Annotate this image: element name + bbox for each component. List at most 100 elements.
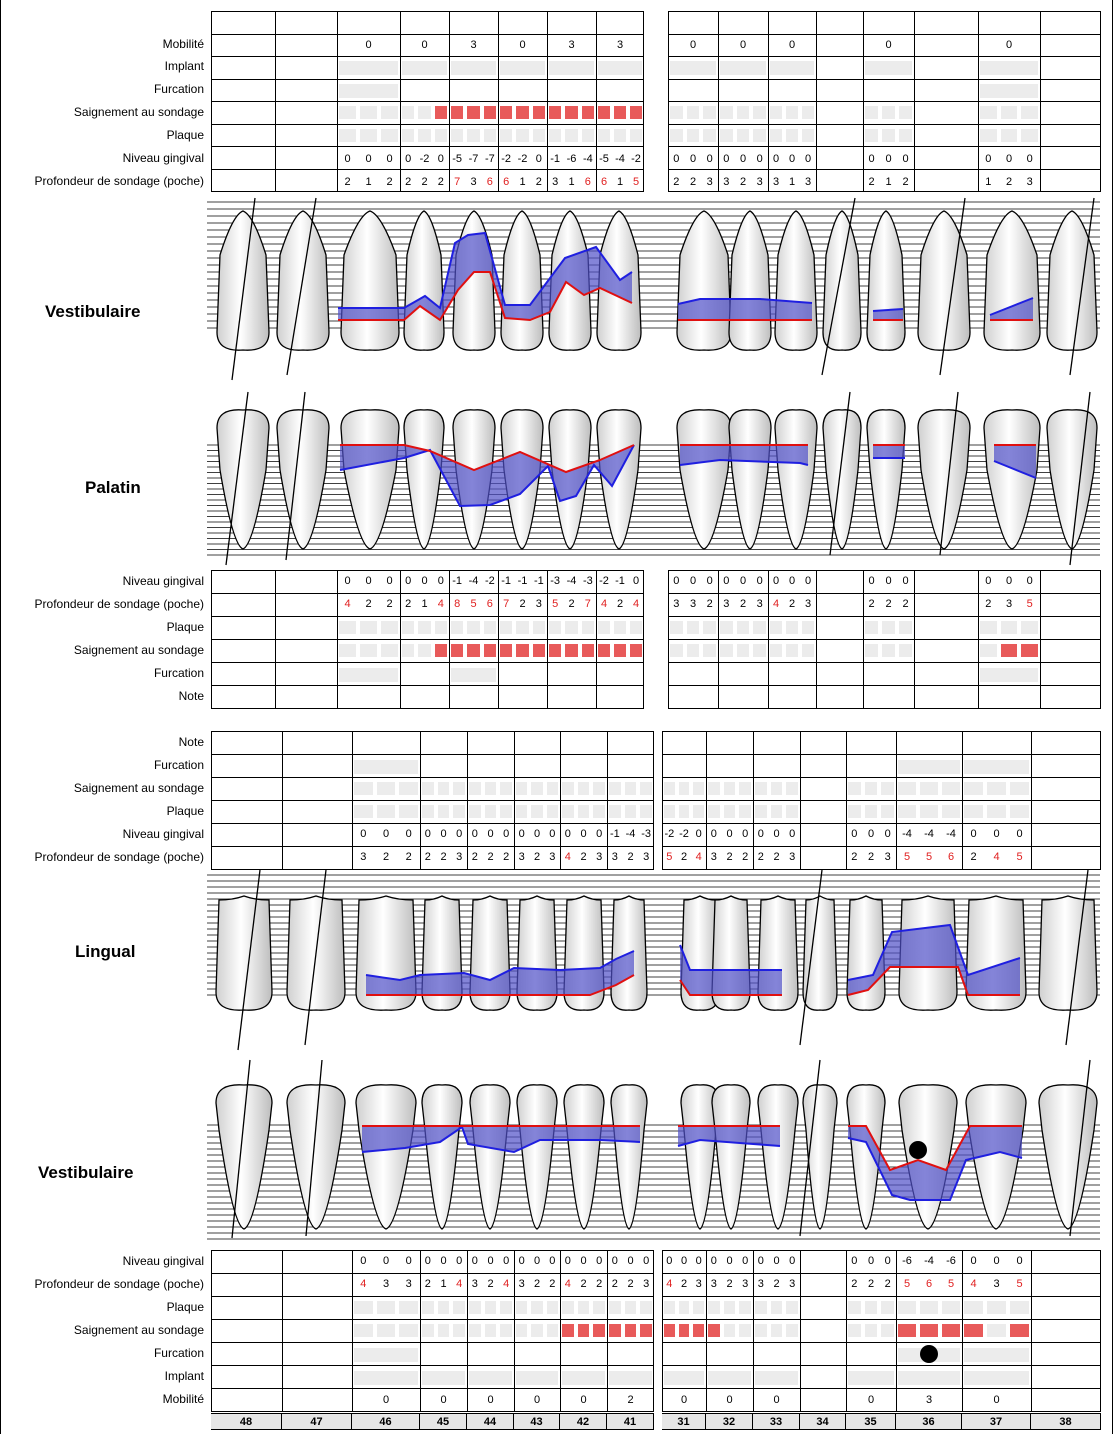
probe-site-marker[interactable] <box>708 782 720 795</box>
gingival-level-value[interactable]: 0 <box>596 828 603 840</box>
mobility-value[interactable]: 0 <box>365 39 372 51</box>
bleeding-marker[interactable] <box>562 1324 574 1337</box>
gingival-level-value[interactable]: 0 <box>580 1255 587 1267</box>
gingival-level-value[interactable]: 0 <box>673 575 680 587</box>
probing-depth-value[interactable]: 6 <box>600 176 608 188</box>
probing-depth-value[interactable]: 3 <box>456 851 463 863</box>
probe-site-marker[interactable] <box>609 782 621 795</box>
gingival-level-value[interactable]: 0 <box>706 153 713 165</box>
probing-depth-value[interactable]: 3 <box>1026 176 1033 188</box>
indicator-bar[interactable] <box>755 1371 798 1385</box>
indicator-bar[interactable] <box>964 760 1029 774</box>
probe-site-marker[interactable] <box>802 644 814 657</box>
gingival-level-value[interactable]: 0 <box>867 1255 875 1267</box>
gingival-level-value[interactable]: 0 <box>518 828 525 840</box>
probing-depth-value[interactable]: 2 <box>706 598 713 610</box>
gingival-level-value[interactable]: 0 <box>564 1255 571 1267</box>
probe-site-marker[interactable] <box>920 782 938 795</box>
probe-site-marker[interactable] <box>546 805 558 818</box>
probe-site-marker[interactable] <box>980 644 997 657</box>
probing-depth-value[interactable]: 2 <box>487 1278 494 1290</box>
probing-depth-value[interactable]: 4 <box>632 598 640 610</box>
probe-site-marker[interactable] <box>1021 129 1038 142</box>
gingival-level-value[interactable]: 0 <box>405 1255 412 1267</box>
probing-depth-value[interactable]: 2 <box>533 851 541 863</box>
gingival-level-value[interactable]: -6 <box>902 1255 912 1267</box>
probe-site-marker[interactable] <box>1000 106 1018 119</box>
gingival-level-value[interactable]: 0 <box>632 575 640 587</box>
probe-site-marker[interactable] <box>1010 1301 1029 1314</box>
probe-site-marker[interactable] <box>609 1301 621 1314</box>
probing-depth-value[interactable]: 5 <box>925 851 933 863</box>
tooth-number-41[interactable]: 41 <box>607 1413 654 1430</box>
gingival-level-value[interactable]: -6 <box>566 153 577 165</box>
mobility-value[interactable]: 3 <box>925 1394 933 1406</box>
gingival-level-value[interactable]: -1 <box>501 575 512 587</box>
tooth-number-47[interactable]: 47 <box>282 1413 352 1430</box>
probe-site-marker[interactable] <box>942 1301 960 1314</box>
gingival-level-value[interactable]: 0 <box>1005 153 1013 165</box>
probe-site-marker[interactable] <box>565 129 578 142</box>
probe-site-marker[interactable] <box>614 621 626 634</box>
probing-depth-value[interactable]: 3 <box>596 851 603 863</box>
gingival-level-value[interactable]: 0 <box>884 1255 891 1267</box>
probe-site-marker[interactable] <box>753 106 766 119</box>
mobility-value[interactable]: 3 <box>568 39 575 51</box>
probing-depth-value[interactable]: 6 <box>947 851 955 863</box>
probe-site-marker[interactable] <box>920 805 938 818</box>
probe-site-marker[interactable] <box>848 782 861 795</box>
probe-site-marker[interactable] <box>453 1301 465 1314</box>
probe-site-marker[interactable] <box>942 782 960 795</box>
probing-depth-value[interactable]: 6 <box>486 598 493 610</box>
probe-site-marker[interactable] <box>736 129 750 142</box>
probing-depth-value[interactable]: 3 <box>804 598 812 610</box>
probe-site-marker[interactable] <box>802 129 814 142</box>
bleeding-marker[interactable] <box>593 1324 605 1337</box>
gingival-level-value[interactable]: -2 <box>419 153 430 165</box>
bleeding-marker[interactable] <box>581 644 594 657</box>
probe-site-marker[interactable] <box>723 1301 736 1314</box>
probing-depth-value[interactable]: 2 <box>382 851 390 863</box>
probing-depth-value[interactable]: 5 <box>1016 851 1023 863</box>
gingival-level-value[interactable]: 0 <box>993 1255 1000 1267</box>
probing-depth-value[interactable]: 7 <box>584 598 591 610</box>
probing-depth-value[interactable]: 4 <box>437 598 444 610</box>
gingival-level-value[interactable]: 0 <box>1016 828 1023 840</box>
gingival-level-value[interactable]: 0 <box>1005 575 1013 587</box>
probe-site-marker[interactable] <box>720 129 733 142</box>
probing-depth-value[interactable]: 2 <box>773 1278 780 1290</box>
mobility-value[interactable]: 0 <box>788 39 796 51</box>
gingival-level-value[interactable]: 0 <box>695 828 702 840</box>
gingival-level-value[interactable]: 0 <box>772 153 780 165</box>
probe-site-marker[interactable] <box>640 782 652 795</box>
probing-depth-value[interactable]: 2 <box>596 1278 603 1290</box>
bleeding-marker[interactable] <box>1000 644 1018 657</box>
gingival-level-value[interactable]: 0 <box>756 153 763 165</box>
probing-depth-value[interactable]: 6 <box>925 1278 933 1290</box>
probe-site-marker[interactable] <box>402 644 415 657</box>
probe-site-marker[interactable] <box>581 129 594 142</box>
gingival-level-value[interactable]: 0 <box>386 153 393 165</box>
tooth-number-46[interactable]: 46 <box>352 1413 420 1430</box>
gingival-level-value[interactable]: 0 <box>344 153 351 165</box>
probe-site-marker[interactable] <box>899 621 912 634</box>
probe-site-marker[interactable] <box>381 644 398 657</box>
gingival-level-value[interactable]: 0 <box>440 1255 447 1267</box>
gingival-level-value[interactable]: 0 <box>503 1255 510 1267</box>
probe-site-marker[interactable] <box>703 106 716 119</box>
probe-site-marker[interactable] <box>864 782 878 795</box>
gingival-level-value[interactable]: 0 <box>405 828 412 840</box>
probe-site-marker[interactable] <box>581 621 594 634</box>
bleeding-marker[interactable] <box>565 106 578 119</box>
indicator-bar[interactable] <box>339 84 398 98</box>
probe-site-marker[interactable] <box>786 129 798 142</box>
probe-site-marker[interactable] <box>484 782 497 795</box>
probing-depth-value[interactable]: 3 <box>757 1278 764 1290</box>
probing-depth-value[interactable]: 5 <box>470 598 477 610</box>
gingival-level-value[interactable]: 0 <box>1026 575 1033 587</box>
indicator-bar[interactable] <box>516 1371 558 1385</box>
probing-depth-value[interactable]: 4 <box>503 1278 510 1290</box>
probing-depth-value[interactable]: 3 <box>405 1278 412 1290</box>
probing-depth-value[interactable]: 2 <box>440 851 447 863</box>
probe-site-marker[interactable] <box>593 782 605 795</box>
